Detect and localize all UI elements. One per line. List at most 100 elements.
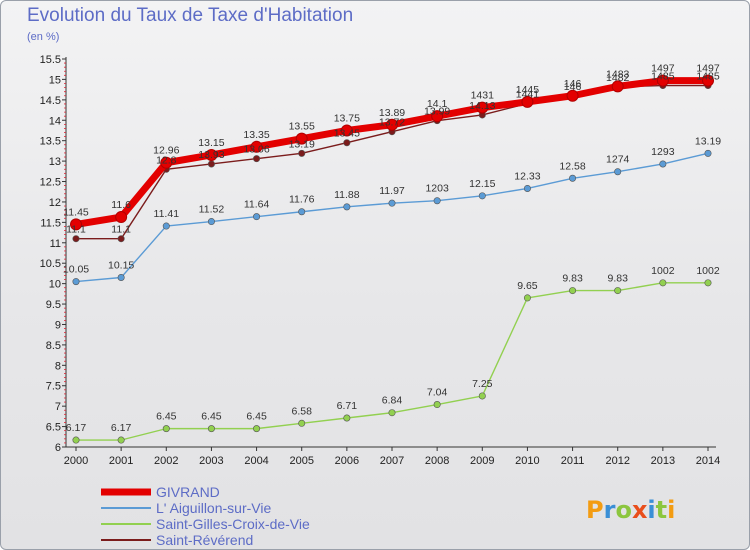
data-point [117,274,125,282]
data-point [704,279,712,287]
data-label: 6.84 [382,395,403,407]
data-point [343,203,351,211]
y-tick-label: 11.5 [40,217,61,229]
data-label: 13.06 [243,144,269,156]
data-label: 6.45 [246,411,267,423]
data-point [250,140,263,153]
x-tick-label: 2005 [289,455,313,467]
y-tick-label: 13.5 [40,136,61,148]
data-point [476,101,489,114]
data-point [386,118,398,131]
data-label: 11.88 [334,189,360,201]
y-tick-label: 15 [49,74,61,86]
data-label: 12.33 [514,170,540,182]
y-tick-label: 15.5 [40,54,61,66]
data-point [523,294,531,302]
data-point [343,414,351,422]
x-tick-label: 2014 [696,455,720,467]
y-tick-label: 6 [55,442,61,454]
data-label: 9.65 [517,280,538,292]
data-point [162,425,170,433]
x-tick-label: 2004 [244,455,268,467]
data-label: 1485 [651,71,675,83]
y-tick-label: 7.5 [46,381,61,393]
data-point [295,132,308,145]
y-tick-label: 13 [49,156,61,168]
data-point [569,174,577,182]
data-label: 6.71 [337,400,358,412]
y-tick-label: 7 [55,401,61,413]
x-tick-label: 2010 [515,455,539,467]
data-label: 7.25 [472,378,493,390]
data-label: 9.83 [607,273,628,285]
data-label: 10.15 [108,260,134,272]
data-label: 13.45 [334,128,360,140]
data-label: 14.13 [469,100,495,112]
y-tick-label: 9.5 [46,299,61,311]
data-point [343,139,351,147]
data-point [298,149,306,157]
data-label: 13.93 [198,149,224,161]
data-label: 13.89 [379,107,405,119]
data-point [162,222,170,230]
data-point [478,392,486,400]
y-tick-label: 10 [49,279,61,291]
data-label: 146 [564,81,582,93]
x-tick-label: 2007 [380,455,404,467]
data-label: 13.75 [334,112,360,124]
data-label: 11.52 [199,204,225,216]
data-label: 13.35 [243,129,269,141]
data-label: 12.96 [153,145,179,157]
data-point [205,148,218,161]
data-point [431,110,444,123]
x-tick-label: 2009 [470,455,494,467]
data-label: 11.1 [66,224,86,236]
data-point [298,419,306,427]
y-tick-label: 12.5 [40,177,61,189]
data-label: 11.41 [154,208,180,220]
data-label: 1002 [696,265,720,277]
data-point [433,401,441,409]
data-point [569,287,577,295]
x-tick-label: 2012 [605,455,629,467]
data-point [253,213,261,221]
data-label: 1431 [471,90,495,102]
data-label: 11.45 [63,206,89,218]
data-label: 1497 [651,63,675,75]
data-label: 1274 [606,154,630,166]
data-point [160,156,173,169]
chart-subtitle: (en %) [27,31,60,43]
data-point [253,425,261,433]
data-label: 9.83 [562,273,583,285]
data-label: 12.8 [156,154,177,166]
data-point [388,409,396,417]
data-point [117,436,125,444]
data-point [704,149,712,157]
data-label: 6.45 [201,411,222,423]
data-label: 11.97 [379,185,405,197]
y-tick-label: 14.5 [40,95,61,107]
data-label: 12.15 [469,178,495,190]
data-label: 1482 [606,72,630,84]
data-point [433,197,441,205]
data-label: 10.05 [63,264,89,276]
data-label: 13.19 [289,138,315,150]
data-label: 7.04 [427,387,448,399]
data-point [702,74,714,87]
data-point [656,74,669,87]
data-label: 6.17 [111,422,132,434]
data-point [207,425,215,433]
legend-label: L' Aiguillon-sur-Vie [156,500,271,516]
y-tick-label: 12 [49,197,61,209]
x-tick-label: 2001 [109,455,133,467]
data-point [614,287,622,295]
data-label: 11.1 [111,224,131,236]
data-point [611,80,624,93]
data-point [72,235,80,243]
data-label: 6.17 [66,422,87,434]
data-point [614,168,622,176]
data-label: 13.15 [198,137,224,149]
data-label: 13.72 [379,117,405,129]
data-point [566,89,579,102]
